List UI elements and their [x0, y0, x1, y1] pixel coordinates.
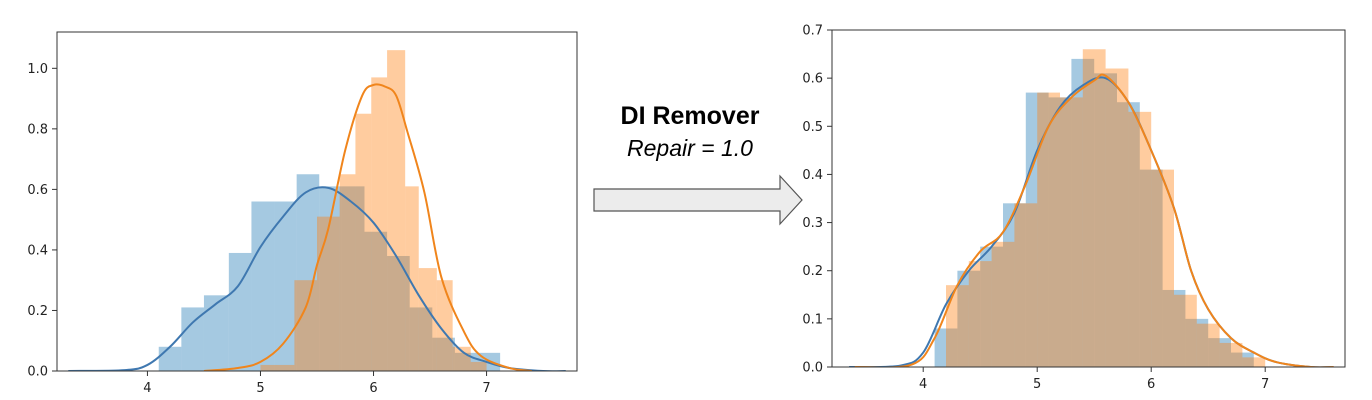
- hist-bar-orange: [436, 280, 453, 371]
- hist-bar-orange: [355, 113, 372, 371]
- hist-bar-blue: [1185, 318, 1209, 367]
- hist-bar-blue: [1139, 169, 1163, 367]
- y-tick-label: 0.1: [802, 312, 823, 327]
- hist-bar-blue: [158, 346, 182, 371]
- transform-annotation: DI Remover Repair = 1.0: [593, 102, 803, 226]
- y-tick-label: 0.0: [802, 361, 823, 376]
- hist-bar-orange: [991, 241, 1015, 367]
- hist-bar-blue: [1025, 92, 1049, 367]
- y-tick-label: 0.6: [802, 72, 823, 87]
- hist-bar-orange: [371, 77, 388, 371]
- hist-bar-orange: [317, 216, 340, 371]
- hist-bar-blue: [957, 270, 981, 367]
- y-tick-label: 0.7: [802, 24, 823, 39]
- hist-bar-blue: [181, 307, 204, 371]
- y-tick-label: 0.3: [802, 216, 823, 231]
- y-tick-label: 0.0: [27, 365, 48, 380]
- hist-bar-orange: [294, 280, 317, 371]
- hist-bar-blue: [1048, 97, 1072, 367]
- hist-bar-blue: [432, 337, 455, 371]
- axes-frame: [56, 31, 578, 372]
- x-tick-label: 6: [1147, 377, 1155, 392]
- x-tick-label: 4: [919, 377, 927, 392]
- hist-bar-orange: [470, 361, 487, 371]
- hist-bar-orange: [1128, 111, 1152, 367]
- hist-bar-blue: [409, 307, 433, 371]
- hist-bar-blue: [980, 246, 1003, 367]
- axes-frame: [831, 29, 1346, 368]
- x-tick-label: 7: [482, 381, 490, 396]
- y-tick-label: 0.4: [27, 243, 48, 258]
- hist-bar-orange: [1219, 342, 1243, 367]
- right-chart: 4 5 6 7 0.0 0.1 0.2 0.3 0.4 0.5 0.6 0.7: [802, 24, 1346, 392]
- kde-line-blue: [68, 186, 566, 371]
- hist-bar-blue: [203, 295, 229, 371]
- y-tick-label: 0.2: [27, 304, 48, 319]
- hist-bar-blue: [319, 186, 342, 371]
- hist-bar-orange: [452, 346, 471, 371]
- hist-bar-orange: [387, 50, 406, 371]
- hist-bar-blue: [1162, 289, 1186, 367]
- right-arrow-icon: [593, 174, 803, 226]
- hist-bar-orange: [1037, 92, 1060, 367]
- hist-bar-blue: [1071, 58, 1095, 367]
- x-tick-label: 4: [143, 381, 151, 396]
- y-tick-label: 0.2: [802, 264, 823, 279]
- hist-bar-orange: [1105, 68, 1129, 367]
- hist-bar-orange: [968, 261, 992, 367]
- y-tick-label: 0.6: [27, 183, 48, 198]
- hist-bar-blue: [1094, 73, 1117, 367]
- hist-bar-orange: [418, 268, 437, 371]
- y-tick-label: 1.0: [27, 62, 48, 77]
- x-tick-label: 7: [1261, 377, 1269, 392]
- hist-bar-orange: [1242, 357, 1266, 367]
- hist-bar-blue: [296, 174, 320, 371]
- hist-bar-orange: [1174, 294, 1197, 367]
- hist-bar-orange: [1060, 97, 1083, 367]
- hist-bar-blue: [1117, 102, 1140, 367]
- hist-bar-orange: [1151, 169, 1174, 367]
- hist-bar-blue: [251, 201, 275, 371]
- x-tick-label: 6: [369, 381, 377, 396]
- hist-bar-blue: [934, 328, 958, 367]
- kde-line-orange: [854, 73, 1334, 367]
- hist-bar-orange: [260, 364, 295, 371]
- hist-bar-blue: [1231, 352, 1254, 367]
- hist-bar-blue: [364, 231, 388, 371]
- hist-bar-orange: [405, 186, 419, 371]
- hist-bar-orange: [1196, 323, 1220, 367]
- y-tick-label: 0.5: [802, 120, 823, 135]
- hist-bar-blue: [1208, 338, 1231, 367]
- y-tick-label: 0.4: [802, 168, 823, 183]
- hist-bar-orange: [339, 174, 356, 371]
- y-tick-label: 0.8: [27, 122, 48, 137]
- annotation-title: DI Remover: [621, 102, 760, 130]
- hist-bar-orange: [1082, 49, 1106, 367]
- hist-bar-blue: [228, 252, 252, 371]
- hist-bar-orange: [1014, 203, 1038, 367]
- left-chart: 4 5 6 7 0.0 0.2 0.4 0.6 0.8 1.0: [27, 31, 578, 396]
- hist-bar-blue: [387, 255, 410, 371]
- x-tick-label: 5: [256, 381, 264, 396]
- annotation-subtitle: Repair = 1.0: [627, 135, 753, 161]
- hist-bar-blue: [274, 201, 297, 371]
- hist-bar-blue: [1003, 203, 1026, 367]
- hist-bar-blue: [341, 186, 365, 371]
- hist-bar-orange: [946, 285, 969, 367]
- x-tick-label: 5: [1033, 377, 1041, 392]
- kde-line-orange: [203, 83, 532, 371]
